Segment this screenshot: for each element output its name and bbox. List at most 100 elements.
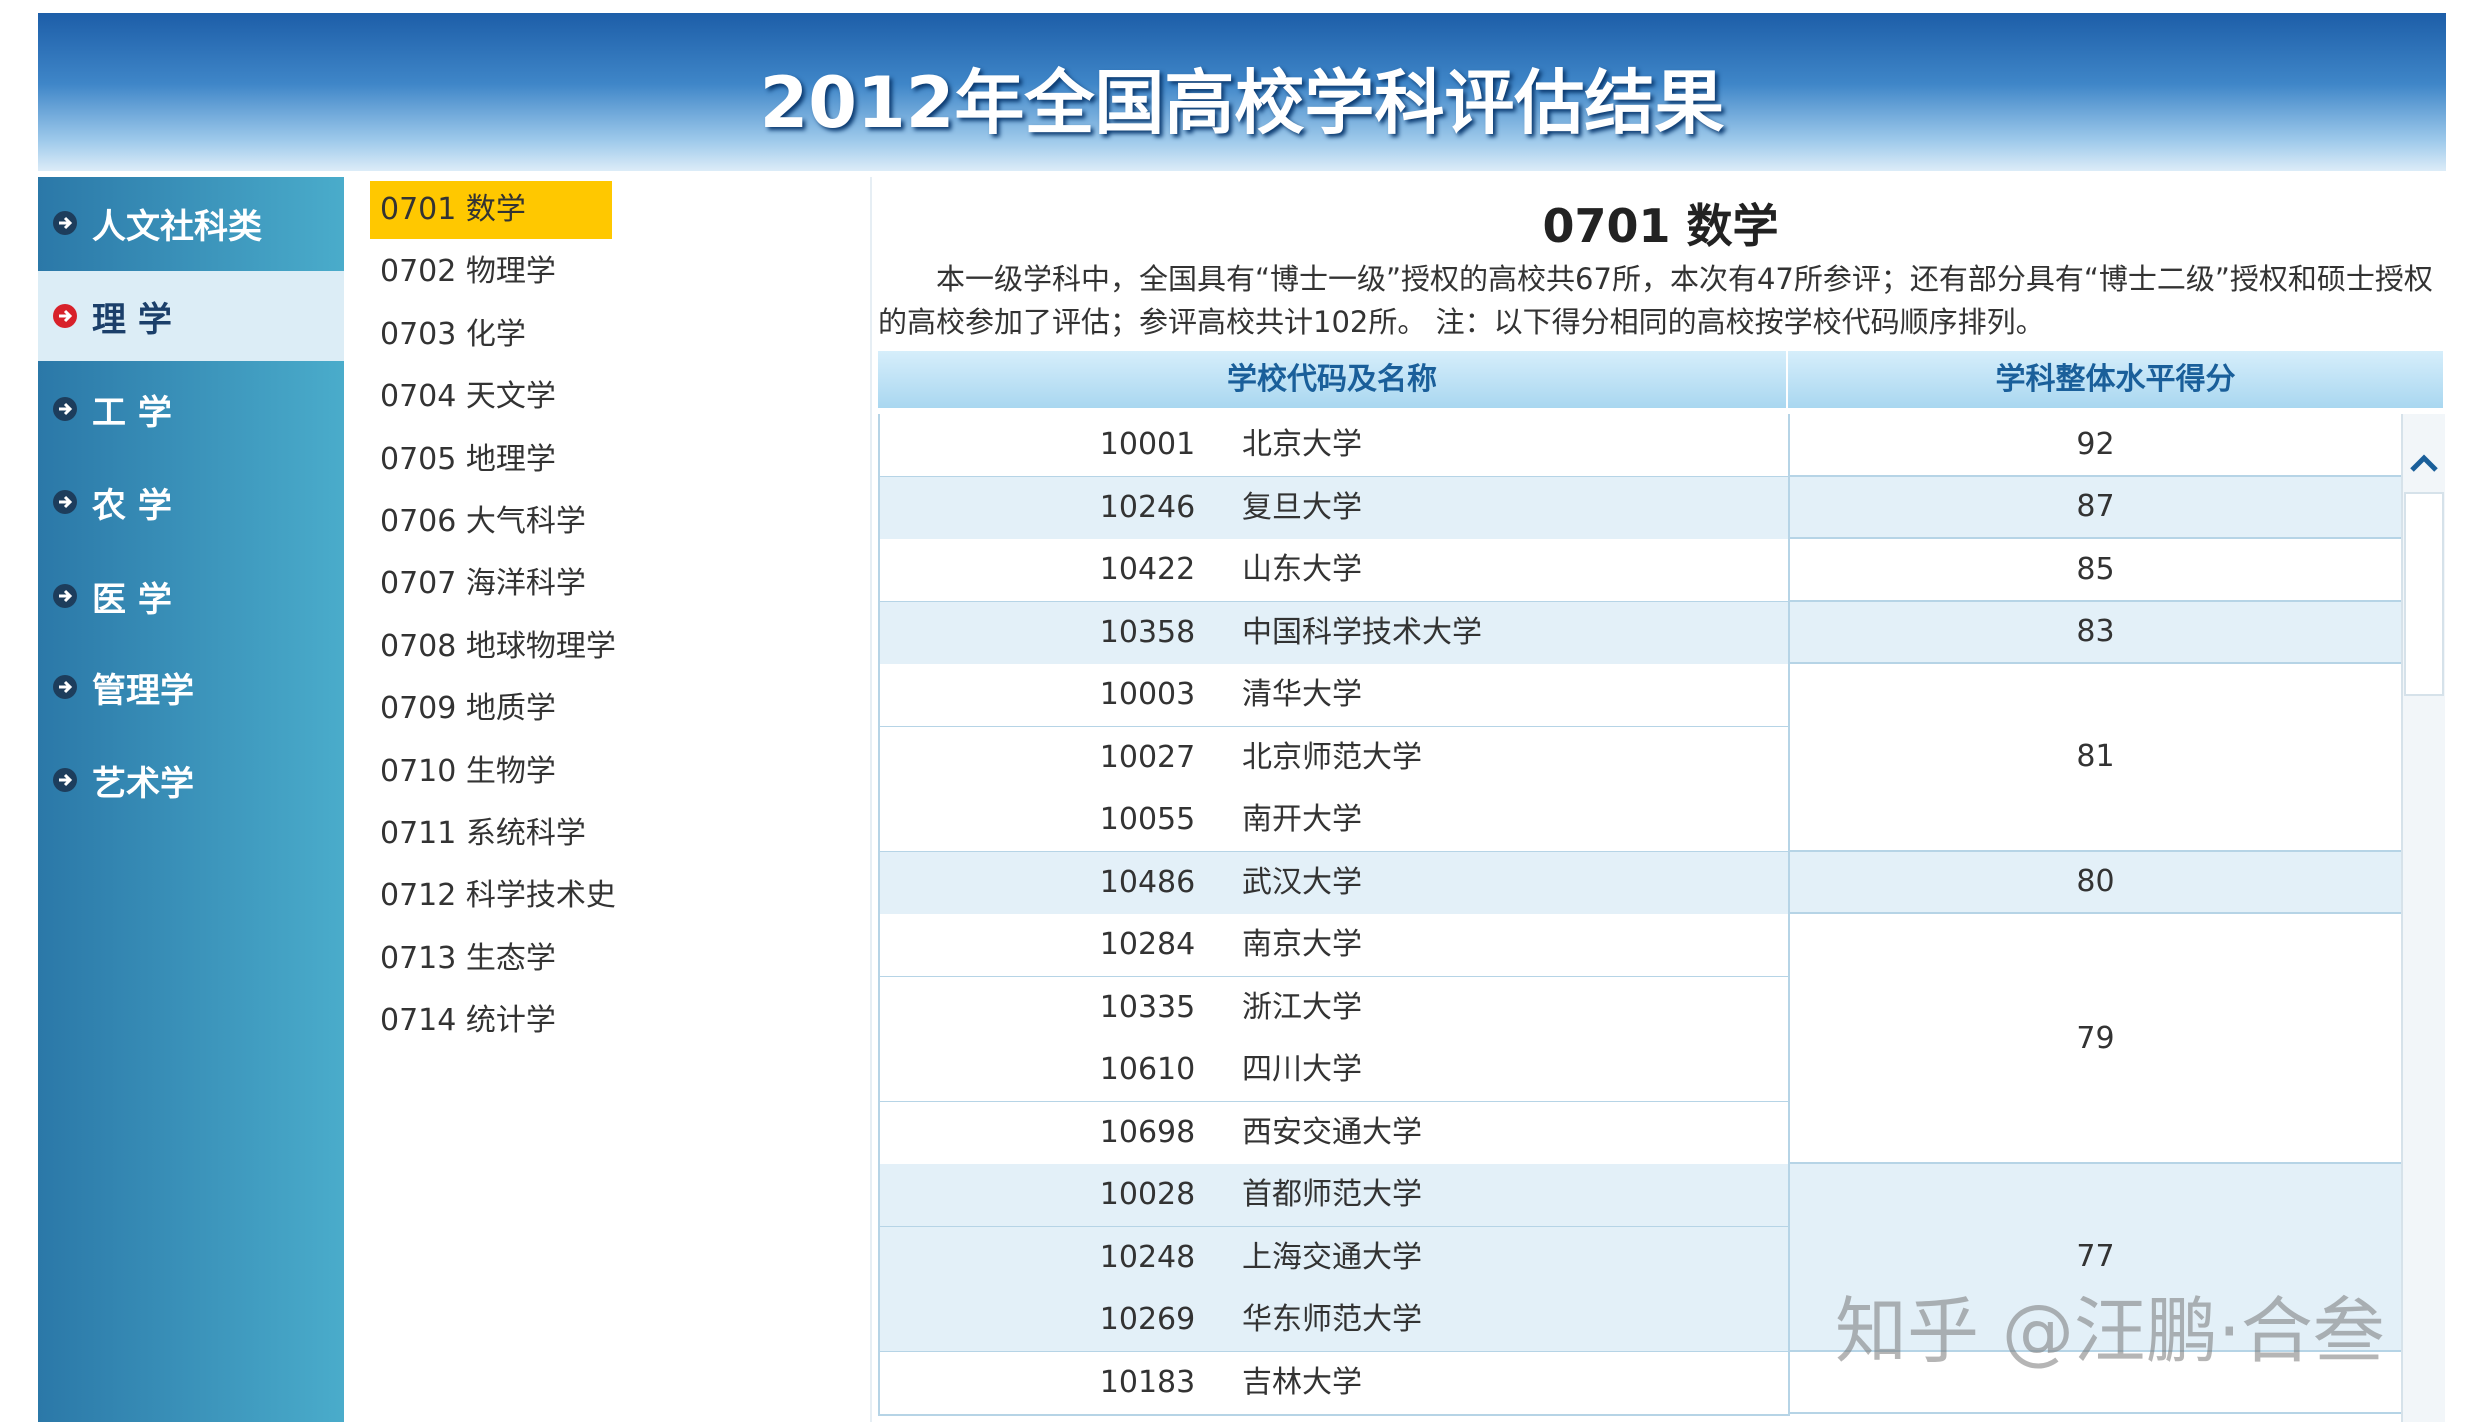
school-name: 中国科学技术大学: [1242, 614, 1482, 650]
subject-item[interactable]: 0709 地质学: [380, 691, 556, 727]
subject-item[interactable]: 0711 系统科学: [380, 816, 586, 851]
nav-item[interactable]: 管理学: [38, 642, 344, 732]
school-name: 北京师范大学: [1242, 739, 1422, 775]
nav-item[interactable]: 农 学: [38, 457, 344, 547]
scroll-up[interactable]: [2403, 414, 2445, 714]
score: 77: [2076, 1239, 2115, 1275]
nav-label: 艺术学: [92, 763, 194, 804]
score: 79: [2076, 1020, 2115, 1056]
school-name: 南开大学: [1242, 802, 1362, 837]
score-cell: 81: [1788, 664, 2401, 852]
table-row: 10248 上海交通大学: [878, 1226, 1790, 1291]
school-name: 复旦大学: [1242, 489, 1362, 525]
school-code: 10001: [1099, 427, 1196, 462]
nav-icon: [53, 675, 77, 699]
score-cell: 77: [1788, 1164, 2401, 1352]
table-row: 10610 四川大学: [878, 1039, 1790, 1103]
nav-icon: [53, 584, 77, 608]
table-row: 10269 华东师范大学: [878, 1289, 1790, 1353]
subject-item[interactable]: 0707 海洋科学: [380, 566, 586, 602]
school-code: 10610: [1099, 1052, 1196, 1087]
nav-label: 理 学: [92, 299, 172, 340]
school-name: 华东师范大学: [1242, 1302, 1422, 1337]
scrollbar[interactable]: [2401, 414, 2445, 1422]
table-row: 10486 武汉大学: [878, 851, 1790, 916]
table-row: 10003 清华大学: [878, 664, 1790, 728]
score: 83: [2076, 614, 2115, 650]
score: 81: [2076, 739, 2115, 775]
score-cell: 79: [1788, 914, 2401, 1164]
nav-item[interactable]: 人文社科类: [38, 178, 344, 268]
banner: 2012年全国高校学科评估结果: [38, 13, 2446, 171]
nav-icon: [53, 304, 77, 328]
banner-title: 2012年全国高校学科评估结果: [759, 62, 1725, 144]
score: 80: [2076, 864, 2115, 900]
score: 92: [2076, 426, 2115, 462]
subject-item[interactable]: 0710 生物学: [380, 753, 556, 789]
nav-item[interactable]: 艺术学: [38, 735, 344, 825]
category-nav: 人文社科类理 学工 学农 学医 学管理学艺术学: [38, 177, 344, 1422]
nav-icon: [53, 490, 77, 514]
nav-item[interactable]: 医 学: [38, 551, 344, 641]
school-name: 吉林大学: [1242, 1364, 1362, 1400]
description: 本一级学科中，全国具有“博士一级”授权的高校共67所，本次有47所参评；还有部分…: [878, 262, 2433, 339]
school-name: 北京大学: [1242, 427, 1362, 462]
divider: [870, 177, 872, 1422]
school-code: 10027: [1099, 739, 1196, 775]
school-name: 南京大学: [1242, 927, 1362, 962]
subject-item[interactable]: 0706 大气科学: [380, 504, 586, 539]
nav-label: 农 学: [92, 485, 172, 526]
nav-icon: [53, 211, 77, 235]
subject-item[interactable]: 0704 天文学: [380, 379, 556, 415]
school-code: 10698: [1099, 1114, 1196, 1150]
subject-item[interactable]: 0712 科学技术史: [380, 878, 616, 914]
table-row: 10358 中国科学技术大学: [878, 601, 1790, 666]
table-row: 10183 吉林大学: [878, 1351, 1790, 1416]
school-name: 浙江大学: [1242, 989, 1362, 1025]
school-code: 10028: [1099, 1177, 1196, 1212]
school-code: 10248: [1099, 1239, 1196, 1275]
table-header: 学校代码及名称: [878, 351, 1788, 408]
nav-icon: [53, 768, 77, 792]
score-cell: 85: [1788, 539, 2401, 602]
nav-item[interactable]: 理 学: [38, 271, 344, 361]
table-row: 10698 西安交通大学: [878, 1101, 1790, 1166]
school-code: 10284: [1099, 927, 1196, 962]
score: 87: [2076, 489, 2115, 525]
score: 85: [2076, 551, 2115, 587]
school-name: 山东大学: [1242, 552, 1362, 587]
nav-label: 管理学: [92, 670, 194, 711]
school-code: 10003: [1099, 677, 1196, 712]
nav-icon: [53, 397, 77, 421]
nav-label: 工 学: [92, 392, 172, 433]
school-code: 10358: [1099, 614, 1196, 650]
school-name: 首都师范大学: [1242, 1177, 1422, 1212]
subject-item[interactable]: 0701 数学: [370, 181, 612, 239]
school-code: 10486: [1099, 864, 1196, 900]
nav-label: 人文社科类: [92, 206, 262, 247]
subject-item[interactable]: 0703 化学: [380, 316, 526, 352]
table-row: 10027 北京师范大学: [878, 726, 1790, 791]
subject-item[interactable]: 0713 生态学: [380, 940, 556, 976]
school-name: 武汉大学: [1242, 864, 1362, 900]
score-cell: 83: [1788, 601, 2401, 664]
score-cell: 87: [1788, 476, 2401, 539]
school-code: 10183: [1099, 1364, 1196, 1400]
score-cell: [1788, 1351, 2401, 1414]
table-row: 10001 北京大学: [878, 414, 1790, 478]
table-row: 10246 复旦大学: [878, 476, 1790, 541]
subject-item[interactable]: 0708 地球物理学: [380, 628, 616, 664]
table-row: 10335 浙江大学: [878, 976, 1790, 1041]
table-row: 10422 山东大学: [878, 539, 1790, 603]
school-code: 10055: [1099, 802, 1196, 837]
subject-item[interactable]: 0702 物理学: [380, 254, 556, 290]
subject-item[interactable]: 0714 统计学: [380, 1003, 556, 1039]
table-row: 10284 南京大学: [878, 914, 1790, 978]
nav-item[interactable]: 工 学: [38, 364, 344, 454]
subject-item[interactable]: 0705 地理学: [380, 441, 556, 477]
nav-label: 医 学: [92, 579, 172, 620]
table-row: 10055 南开大学: [878, 789, 1790, 853]
school-code: 10246: [1099, 489, 1196, 525]
score-cell: 80: [1788, 851, 2401, 914]
